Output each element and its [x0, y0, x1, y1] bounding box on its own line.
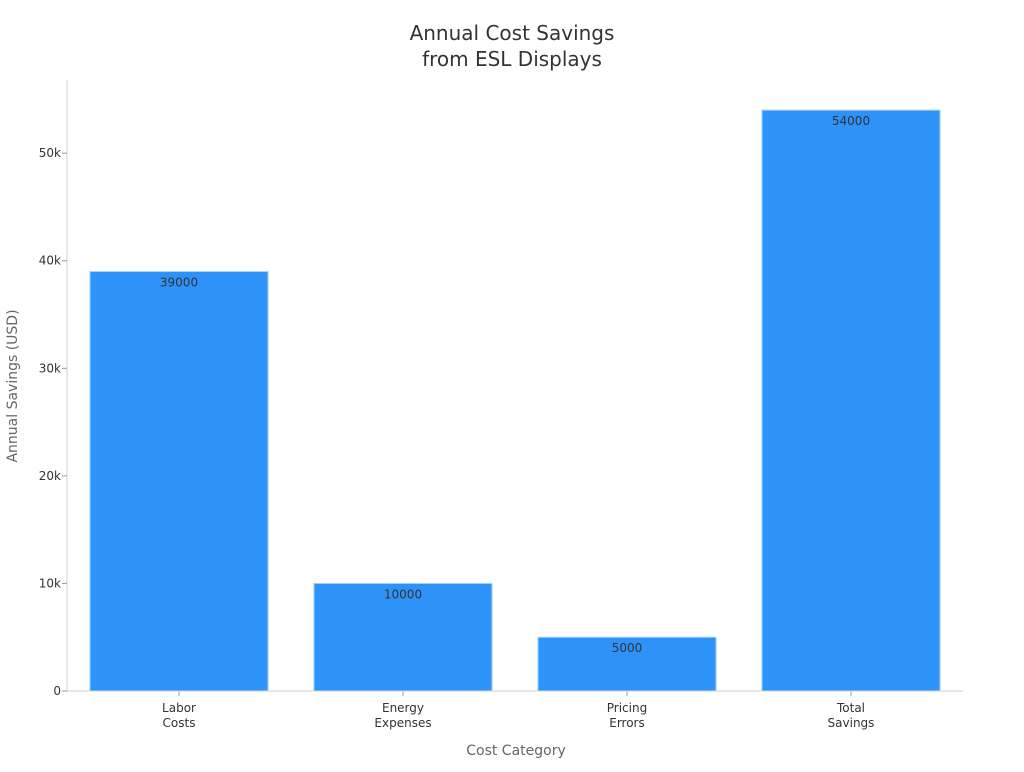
x-tick-label: Costs: [163, 716, 196, 730]
x-tick-label: Labor: [162, 701, 196, 715]
x-tick-label: Pricing: [607, 701, 647, 715]
bar: [537, 636, 717, 692]
y-tick-label: 20k: [39, 469, 61, 483]
bar: [761, 109, 941, 692]
y-tick-label: 40k: [39, 254, 61, 268]
y-tick-label: 50k: [39, 146, 61, 160]
data-label: 54000: [832, 114, 870, 128]
data-label: 39000: [160, 275, 198, 289]
bar: [313, 582, 493, 692]
x-axis-label: Cost Category: [466, 743, 566, 759]
y-tick-label: 0: [53, 684, 61, 698]
x-tick-label: Errors: [609, 716, 645, 730]
y-tick-label: 10k: [39, 576, 61, 590]
chart-title-line-2: from ESL Displays: [422, 47, 602, 71]
x-tick-label: Expenses: [374, 716, 431, 730]
x-tick-label: Energy: [382, 701, 424, 715]
chart-title-line-1: Annual Cost Savings: [410, 21, 615, 45]
x-tick-label: Savings: [828, 716, 875, 730]
y-axis-label: Annual Savings (USD): [5, 309, 21, 462]
bar: [89, 270, 269, 692]
data-label: 10000: [384, 587, 422, 601]
x-tick-label: Total: [836, 701, 865, 715]
data-label: 5000: [612, 641, 643, 655]
y-tick-label: 30k: [39, 361, 61, 375]
